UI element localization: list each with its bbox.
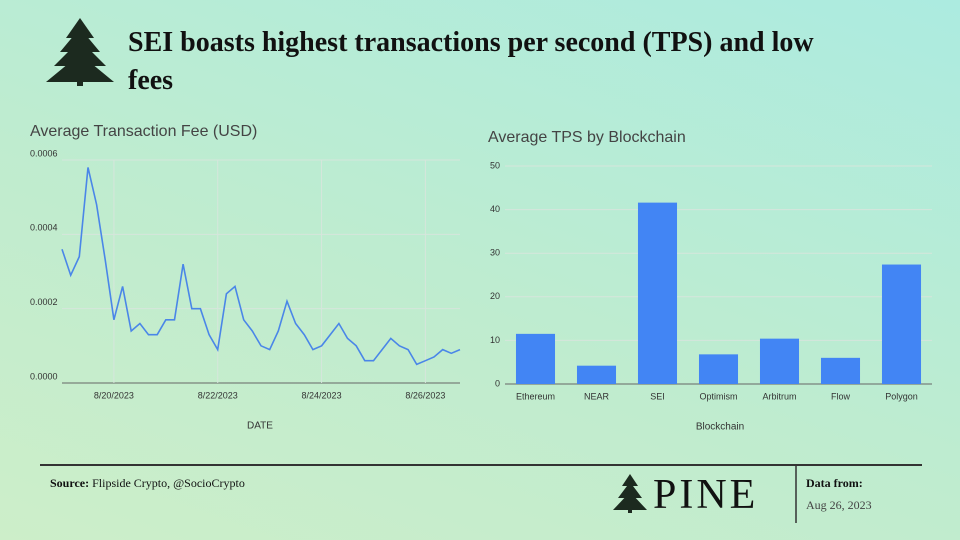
y-tick-label: 40 [490,204,500,214]
y-tick-label: 30 [490,248,500,258]
x-tick-label: Arbitrum [762,391,796,401]
chart-title: Average TPS by Blockchain [488,129,686,146]
x-tick-label: SEI [650,391,665,401]
bar [576,365,617,384]
y-tick-label: 0 [495,378,500,388]
bar [698,354,739,384]
source-label: Source: [50,476,90,490]
y-tick-label: 20 [490,291,500,301]
x-tick-label: 8/22/2023 [198,390,238,400]
x-axis-label: Blockchain [696,422,744,433]
x-tick-label: NEAR [584,391,610,401]
bar [759,338,800,384]
date: Aug 26, 2023 [806,498,872,512]
source-text: Flipside Crypto, @SocioCrypto [92,476,245,490]
fee-line [61,167,461,366]
date-label: Data from: [806,476,863,490]
x-tick-label: 8/24/2023 [302,390,342,400]
x-tick-label: Ethereum [516,391,555,401]
x-tick-label: 8/20/2023 [94,390,134,400]
x-tick-label: 8/26/2023 [405,390,445,400]
source: Source: Flipside Crypto, @SocioCrypto [50,476,245,491]
y-tick-label: 0.0006 [30,148,58,158]
y-tick-label: 10 [490,335,500,345]
chart-title: Average Transaction Fee (USD) [30,123,257,140]
x-tick-label: Optimism [700,391,738,401]
y-tick-label: 50 [490,160,500,170]
charts: Average Transaction Fee (USD) DATE 0.0000 0… [30,123,932,433]
bar [637,202,678,384]
x-tick-label: Flow [831,391,851,401]
tree-icon [46,18,114,86]
x-axis-label: DATE [247,421,273,432]
bar [881,264,922,384]
y-tick-label: 0.0002 [30,297,58,307]
y-tick-label: 0.0004 [30,223,58,233]
logo: PINE [653,472,759,518]
logo-tree [613,474,647,513]
y-tick-label: 0.0000 [30,371,58,381]
title: SEI boasts highest transactions per seco… [128,27,814,96]
x-tick-label: Polygon [885,391,918,401]
bar [515,333,556,384]
bar [820,357,861,384]
